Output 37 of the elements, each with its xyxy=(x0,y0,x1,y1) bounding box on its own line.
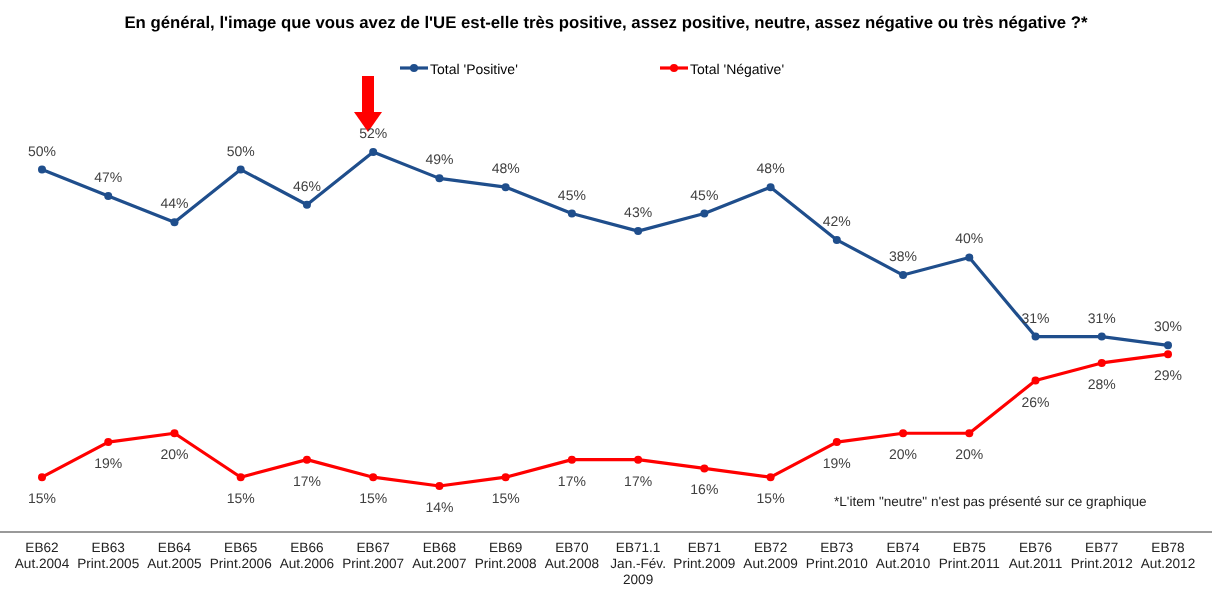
point xyxy=(832,438,841,447)
point xyxy=(899,429,908,438)
point xyxy=(700,464,709,473)
point xyxy=(567,455,576,464)
point xyxy=(236,473,245,482)
point xyxy=(899,271,908,280)
point xyxy=(1164,341,1172,350)
point xyxy=(302,455,311,464)
point xyxy=(302,200,311,209)
point xyxy=(435,482,444,490)
point xyxy=(965,253,974,262)
point xyxy=(766,473,775,482)
point xyxy=(369,473,378,482)
point xyxy=(170,429,179,438)
point xyxy=(170,218,179,227)
point xyxy=(236,165,245,174)
point xyxy=(369,148,378,156)
point xyxy=(1031,376,1040,385)
point xyxy=(634,455,643,464)
point xyxy=(104,438,113,447)
point xyxy=(700,209,709,218)
point xyxy=(634,227,643,236)
point xyxy=(501,183,510,192)
point xyxy=(38,165,46,174)
point xyxy=(1164,350,1172,359)
point xyxy=(965,429,974,438)
point xyxy=(1031,332,1040,341)
chart-title: En général, l'image que vous avez de l'UE est-elle très positive, assez positive, neutre, assez négative ou très négative ?* xyxy=(124,12,1090,32)
point xyxy=(104,191,113,200)
point xyxy=(38,473,46,482)
point xyxy=(567,209,576,218)
point xyxy=(766,183,775,192)
point xyxy=(435,174,444,183)
point xyxy=(501,473,510,482)
point xyxy=(1097,332,1106,341)
point xyxy=(1097,358,1106,367)
point xyxy=(832,235,841,244)
